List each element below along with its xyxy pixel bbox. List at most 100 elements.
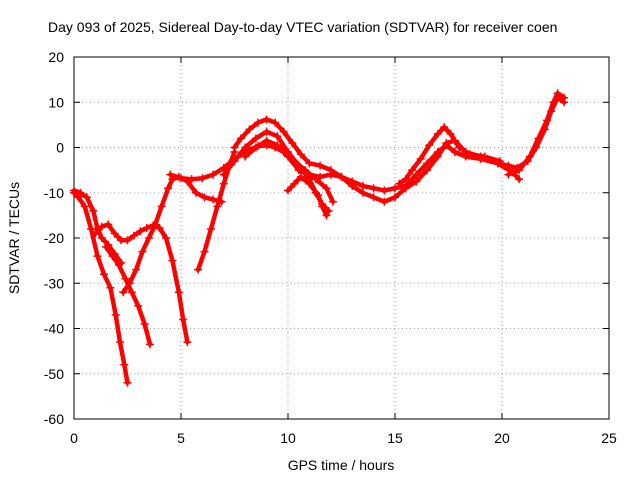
data-point [91,229,100,238]
data-point [106,283,115,292]
data-point [251,134,260,143]
data-point [318,202,327,211]
data-point [305,159,314,168]
data-point [209,195,218,204]
data-point [200,247,209,256]
data-point [123,236,132,245]
data-point [114,261,123,270]
data-point [254,118,263,127]
data-point [74,193,83,202]
data-point [262,136,271,145]
data-point [271,118,280,127]
series-track-b [70,188,132,387]
data-point [213,202,222,211]
data-point [322,184,331,193]
x-axis-label: GPS time / hours [288,457,395,473]
data-point [219,170,228,179]
data-point [142,224,151,233]
data-point [123,378,132,387]
data-point [450,148,459,157]
data-point [110,229,119,238]
data-point [111,310,120,319]
y-tick-label: -30 [44,275,64,291]
data-point [273,132,282,141]
data-point [288,138,297,147]
data-point [177,174,185,183]
y-tick-label: 20 [48,49,64,65]
data-point [80,202,89,211]
data-point [515,166,524,175]
data-point [194,265,203,274]
data-point [273,141,282,150]
data-point [515,175,524,184]
data-point [162,234,171,242]
data-point [174,288,183,297]
data-point [230,143,239,152]
data-point [296,150,305,159]
y-axis-label: SDTVAR / TECUs [6,182,22,294]
y-tick-label: -20 [44,230,64,246]
y-tick-label: 0 [56,140,64,156]
data-point [326,170,335,179]
data-point [455,143,464,152]
data-point [99,270,108,279]
data-point [465,150,474,159]
data-point [166,170,175,179]
data-point [129,231,138,240]
data-point [358,181,367,190]
data-point [305,170,314,179]
data-point [70,188,78,197]
data-point [433,152,442,161]
data-point [553,89,562,98]
data-point [416,154,425,163]
data-point [89,206,98,215]
data-point [155,224,164,233]
data-point [391,184,399,193]
y-tick-label: 10 [48,94,64,110]
data-point [262,115,271,124]
data-point [87,224,96,233]
data-point [132,265,141,274]
data-point [102,243,111,252]
data-point [425,141,434,150]
data-point [290,179,299,188]
data-point [127,288,136,297]
data-point [151,220,160,229]
data-point [369,193,378,202]
data-point [284,152,292,161]
series-track-k [284,172,331,220]
data-layer [70,89,569,387]
data-point [206,224,215,233]
y-tick-label: -50 [44,366,64,382]
data-point [279,127,288,136]
data-point [495,157,504,166]
data-point [145,340,154,349]
data-point [560,93,569,102]
data-point [168,256,177,265]
series-track-m [504,89,569,179]
data-point [391,193,399,202]
data-point [322,211,331,220]
y-tick-label: -40 [44,321,64,337]
x-tick-label: 20 [494,430,510,446]
data-point [442,138,451,147]
x-tick-label: 15 [387,430,403,446]
data-point [82,193,91,202]
data-point [337,172,346,181]
data-point [108,252,117,261]
data-point [313,191,322,200]
data-point [542,116,551,125]
x-tick-label: 0 [70,430,78,446]
data-point [446,129,455,138]
data-point [305,179,314,188]
data-point [480,152,489,161]
data-point [348,181,357,190]
data-point [433,129,442,138]
data-point [164,184,173,193]
data-point [157,202,166,211]
data-point [316,172,325,181]
data-point [120,360,129,369]
data-point [241,143,250,152]
y-tick-label: -60 [44,411,64,427]
axis-ticks: 0 5 10 15 20 25 -60 -50 -40 -30 -20 -10 0 10 20 [44,49,617,446]
